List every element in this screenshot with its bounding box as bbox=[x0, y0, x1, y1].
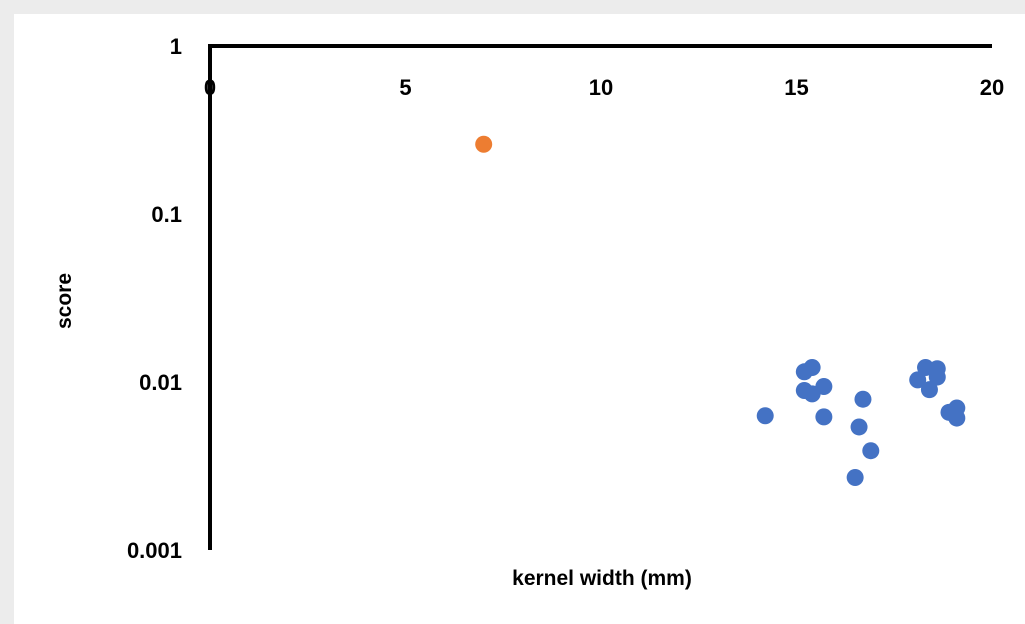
data-point-blue bbox=[948, 409, 966, 427]
data-point-orange bbox=[475, 135, 493, 153]
data-point-blue bbox=[756, 407, 774, 425]
x-tick-label: 20 bbox=[980, 75, 1004, 100]
data-point-blue bbox=[846, 469, 864, 487]
data-points bbox=[475, 135, 966, 487]
data-point-blue bbox=[850, 418, 868, 436]
y-tick-label: 0.01 bbox=[139, 370, 182, 395]
x-tick-label: 10 bbox=[589, 75, 613, 100]
y-axis-title: score bbox=[53, 273, 76, 329]
chart-area: 0 5 10 15 20 1 0.1 0.01 0.001 kernel width (mm) … bbox=[14, 14, 1025, 624]
x-tick-label: 15 bbox=[784, 75, 808, 100]
x-axis-title: kernel width (mm) bbox=[512, 567, 692, 590]
y-tick-label: 0.1 bbox=[151, 202, 182, 227]
data-point-blue bbox=[862, 442, 880, 460]
x-tick-label: 5 bbox=[399, 75, 411, 100]
data-point-blue bbox=[803, 358, 821, 376]
data-point-blue bbox=[920, 381, 938, 399]
tick-labels: 0 5 10 15 20 1 0.1 0.01 0.001 bbox=[127, 34, 1004, 563]
y-tick-label: 0.001 bbox=[127, 538, 182, 563]
x-tick-label: 0 bbox=[204, 75, 216, 100]
axes bbox=[208, 44, 992, 550]
data-point-blue bbox=[815, 408, 833, 426]
data-point-blue bbox=[928, 360, 946, 378]
data-point-blue bbox=[909, 371, 927, 389]
data-point-blue bbox=[854, 390, 872, 408]
y-tick-label: 1 bbox=[170, 34, 182, 59]
data-point-blue bbox=[815, 378, 833, 396]
